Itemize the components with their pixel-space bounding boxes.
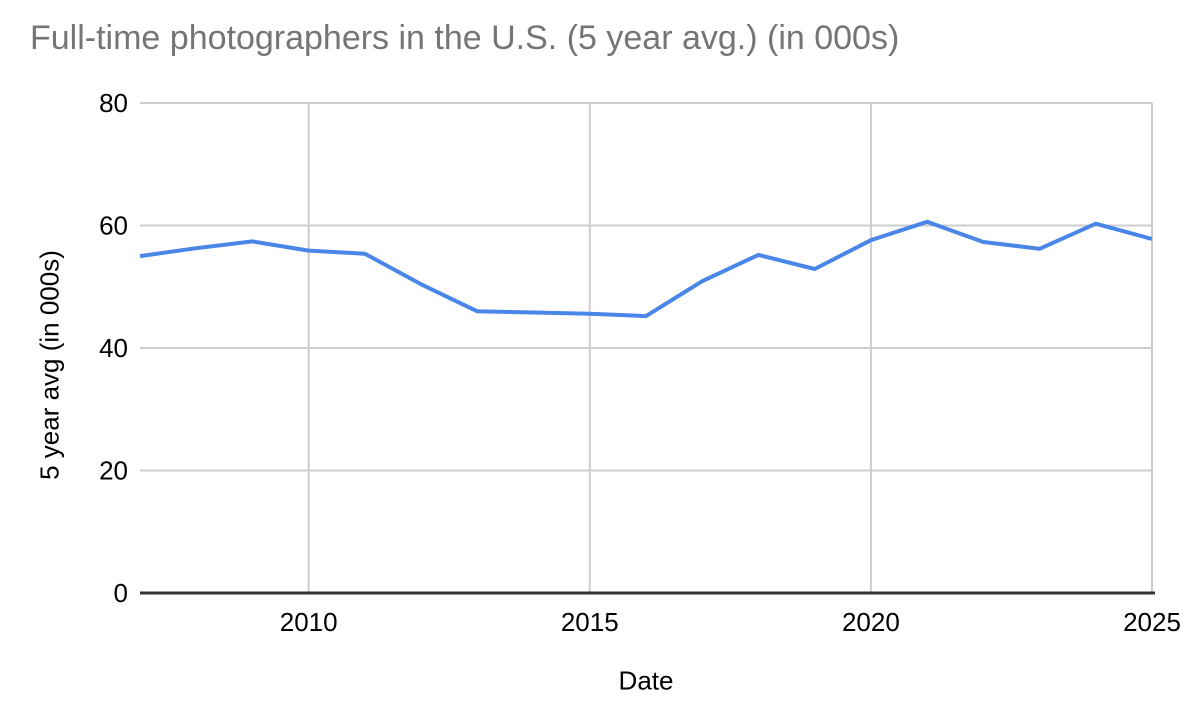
x-tick-label: 2015 [561,607,619,637]
y-tick-label: 0 [114,578,128,608]
y-tick-label: 60 [99,211,128,241]
y-tick-label: 40 [99,333,128,363]
chart-title: Full-time photographers in the U.S. (5 y… [30,19,900,57]
series-line [139,219,1153,319]
y-tick-label: 20 [99,456,128,486]
x-tick-label: 2025 [1123,607,1181,637]
x-tick-label: 2010 [280,607,338,637]
x-axis-title: Date [618,665,674,696]
y-tick-label: 80 [99,88,128,118]
x-tick-label: 2020 [842,607,900,637]
